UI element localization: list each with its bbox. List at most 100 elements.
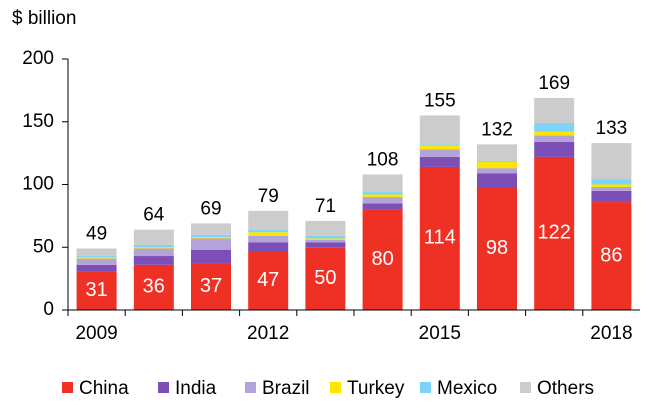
total-label: 132: [481, 119, 513, 140]
bar-segment: [591, 202, 632, 310]
bar-segment: [76, 257, 117, 259]
bar-segment: [534, 156, 575, 310]
y-tick-label: 50: [33, 236, 54, 257]
total-label: 69: [200, 198, 221, 219]
y-tick-label: 0: [43, 299, 54, 320]
bar-segment: [133, 244, 174, 248]
bar-segment: [477, 187, 517, 310]
y-tick-label: 200: [22, 48, 54, 69]
total-label: 133: [596, 118, 628, 139]
bar-segment: [305, 220, 346, 236]
bar-value-label: 98: [486, 237, 508, 259]
bar-segment: [133, 248, 174, 257]
bar-segment: [248, 251, 289, 310]
bar-segment: [191, 238, 231, 250]
bar-segment: [76, 248, 117, 257]
bar-segment: [477, 160, 517, 162]
x-tick-label: 2012: [247, 323, 289, 344]
bar-value-label: 114: [424, 227, 456, 249]
legend-swatch: [330, 382, 341, 393]
bar-segment: [362, 203, 403, 210]
bar-segment: [76, 258, 117, 265]
bar-segment: [305, 238, 346, 240]
total-label: 108: [367, 149, 399, 170]
bar-segment: [362, 174, 403, 193]
total-label: 79: [258, 186, 279, 207]
bar-segment: [133, 256, 174, 265]
legend-label: Turkey: [347, 378, 405, 399]
bar-value-label: 86: [600, 244, 622, 266]
bar-segment: [191, 234, 231, 238]
bar-value-label: 36: [143, 276, 165, 298]
bar-segment: [248, 229, 289, 233]
x-tick-label: 2015: [419, 323, 461, 344]
bar-segment: [591, 187, 632, 191]
bar-segment: [76, 256, 117, 258]
legend-swatch: [245, 382, 256, 393]
bar-segment: [133, 229, 174, 245]
bar-segment: [534, 123, 575, 132]
bar-segment: [133, 247, 174, 249]
bar-segment: [191, 249, 231, 264]
bar-segment: [248, 210, 289, 230]
bar-segment: [477, 168, 517, 174]
bar-segment: [419, 145, 460, 150]
x-tick-label: 2018: [590, 323, 632, 344]
bar-segment: [477, 173, 517, 188]
legend-swatch: [520, 382, 531, 393]
total-label: 169: [538, 73, 570, 94]
bar-segment: [591, 190, 632, 203]
legend-label: Brazil: [262, 378, 310, 399]
bar-segment: [362, 209, 403, 310]
y-tick-label: 150: [22, 111, 54, 132]
bar-segment: [362, 197, 403, 204]
bar-value-label: 122: [538, 222, 571, 244]
legend-swatch: [158, 382, 169, 393]
y-tick-label: 100: [22, 174, 54, 195]
bar-value-label: 37: [200, 275, 222, 297]
bar-segment: [534, 135, 575, 142]
bar-segment: [591, 184, 632, 188]
legend-swatch: [62, 382, 73, 393]
bar-segment: [133, 264, 174, 310]
bar-value-label: 31: [85, 279, 107, 301]
bar-segment: [419, 156, 460, 167]
bar-value-label: 80: [371, 248, 393, 270]
bar-segment: [305, 239, 346, 243]
bar-segment: [305, 242, 346, 248]
legend-label: China: [79, 378, 129, 399]
bar-segment: [534, 97, 575, 124]
bar-segment: [362, 194, 403, 198]
bar-segment: [534, 141, 575, 157]
bar-segment: [419, 166, 460, 310]
bar-segment: [477, 144, 517, 161]
bar-segment: [248, 242, 289, 252]
bar-segment: [419, 149, 460, 157]
x-tick-label: 2009: [75, 323, 117, 344]
total-label: 71: [315, 196, 336, 217]
bar-segment: [591, 179, 632, 185]
bar-value-label: 47: [257, 269, 279, 291]
bar-value-label: 50: [314, 267, 336, 289]
legend-label: Others: [537, 378, 594, 399]
total-label: 155: [424, 90, 456, 111]
legend-label: India: [175, 378, 217, 399]
bar-segment: [76, 271, 117, 310]
bar-segment: [191, 237, 231, 239]
total-label: 64: [143, 205, 165, 226]
bar-segment: [362, 192, 403, 195]
total-label: 49: [86, 224, 107, 245]
bar-segment: [591, 143, 632, 180]
legend-swatch: [420, 382, 431, 393]
bar-segment: [305, 235, 346, 239]
bar-segment: [534, 131, 575, 136]
bar-segment: [191, 263, 231, 310]
bar-segment: [76, 264, 117, 272]
bar-segment: [477, 161, 517, 169]
bar-segment: [191, 223, 231, 235]
y-axis-title: $ billion: [12, 8, 76, 29]
bar-segment: [419, 115, 460, 145]
legend-label: Mexico: [437, 378, 497, 399]
bar-segment: [305, 247, 346, 310]
